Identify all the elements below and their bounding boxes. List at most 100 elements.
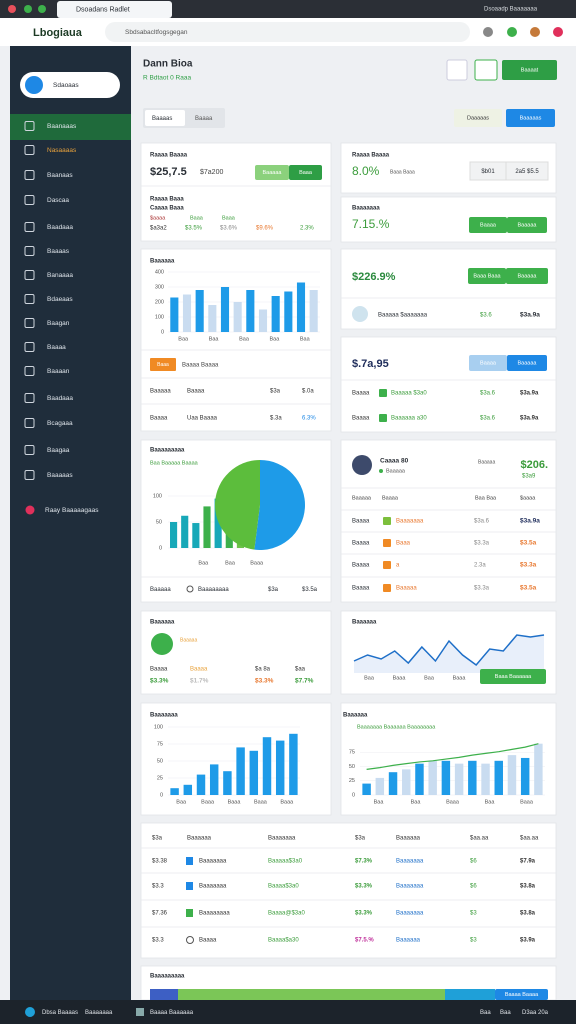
- nav-item[interactable]: Baaaaas: [47, 472, 73, 479]
- button[interactable]: [468, 268, 506, 284]
- button-label[interactable]: Baaa Baaa: [473, 273, 501, 279]
- nav-item[interactable]: Baaaan: [47, 368, 70, 375]
- button[interactable]: [454, 109, 502, 127]
- button-label[interactable]: Baaaaa: [518, 273, 538, 279]
- label: $3a.9a: [520, 312, 540, 319]
- y-tick-label: 300: [155, 284, 164, 290]
- label: $7.7%: [295, 678, 314, 685]
- button-label[interactable]: Baaa Baaaaaa: [495, 674, 532, 680]
- table-cell: $6: [470, 884, 477, 890]
- label: Raaaa Baaaa: [352, 153, 390, 159]
- nav-item[interactable]: Baadaaa: [47, 224, 73, 231]
- button-label[interactable]: Baaaat: [521, 67, 539, 73]
- button-label[interactable]: Daaaaas: [467, 115, 489, 121]
- nav-footer-icon: [25, 505, 35, 515]
- button[interactable]: [507, 217, 547, 233]
- pie-slice: [215, 460, 260, 550]
- bar: [208, 305, 217, 332]
- button-label[interactable]: Baaa: [299, 170, 313, 176]
- button-label[interactable]: Baaaa: [480, 360, 497, 366]
- x-tick-label: Baa: [176, 799, 187, 805]
- nav-item[interactable]: Baagaa: [47, 447, 70, 454]
- nav-item[interactable]: Bdaeaas: [47, 296, 73, 303]
- bar: [275, 740, 285, 795]
- button[interactable]: [469, 355, 507, 371]
- label: Baaaaa: [180, 637, 197, 643]
- nav-item[interactable]: Baanaas: [47, 172, 73, 179]
- label: Caaaa 80: [380, 458, 409, 465]
- label: $3a.6: [474, 519, 490, 525]
- icon-button[interactable]: [474, 59, 498, 81]
- y-tick-label: 100: [153, 493, 162, 499]
- button[interactable]: [507, 355, 547, 371]
- bar: [220, 287, 230, 332]
- column-header: Baaaaaaa: [268, 836, 296, 842]
- card-title: Baaaaaa: [150, 259, 175, 265]
- kpi-value: $226.9%: [352, 271, 396, 283]
- radio: [186, 585, 194, 593]
- row-cell: Baaaa: [150, 416, 168, 422]
- tab-label[interactable]: Baaaa: [195, 116, 213, 122]
- status-icon: [383, 517, 391, 525]
- kpi-value: 7.15.%: [352, 217, 390, 231]
- column-header: $3a: [355, 836, 366, 842]
- nav-item[interactable]: Baaaa: [47, 344, 66, 351]
- nav-item[interactable]: Bcagaaa: [47, 420, 73, 427]
- nav-icon: [24, 145, 35, 155]
- table-cell: $3: [470, 938, 477, 944]
- nav-item[interactable]: Dascaa: [47, 197, 69, 204]
- y-tick-label: 0: [161, 329, 164, 335]
- bar: [289, 733, 298, 795]
- button[interactable]: [255, 165, 289, 180]
- pie-slice: [254, 460, 306, 550]
- button-label[interactable]: Baaaaa: [263, 170, 283, 176]
- task-icon: [136, 1008, 144, 1016]
- card-title: Baaaaaaaaa: [150, 448, 185, 454]
- nav-item[interactable]: Baaaas: [47, 248, 70, 255]
- taskbar: [0, 1000, 576, 1024]
- nav-item[interactable]: Baadaaa: [47, 395, 73, 402]
- url-box[interactable]: [105, 22, 470, 42]
- button[interactable]: [495, 989, 548, 1000]
- label: Baaaa: [382, 495, 399, 501]
- x-tick-label: Baa: [270, 336, 281, 342]
- label: Baaaa: [352, 586, 370, 592]
- button[interactable]: [469, 217, 507, 233]
- button-label[interactable]: Baaaaas: [520, 115, 542, 121]
- label: Baaaaa: [386, 468, 406, 474]
- nav-active: [10, 114, 131, 140]
- label: Baaaa: [190, 667, 208, 673]
- tab-label[interactable]: Baaaas: [152, 116, 172, 122]
- nav-item[interactable]: Banaaaa: [47, 272, 73, 279]
- table-cell: $3.3%: [355, 911, 373, 917]
- button[interactable]: [289, 165, 322, 180]
- nav-icon: [24, 470, 35, 480]
- label: Baaaaaa a30: [391, 416, 427, 422]
- tab[interactable]: [57, 1, 172, 18]
- button[interactable]: [480, 669, 546, 684]
- button[interactable]: [502, 60, 557, 80]
- x-tick-label: Baa: [300, 336, 311, 342]
- column-header: $aa.aa: [470, 836, 489, 842]
- button[interactable]: [506, 109, 555, 127]
- badge: [150, 358, 176, 371]
- url[interactable]: Sbdsabacltfogsgegan: [125, 29, 188, 36]
- button[interactable]: [506, 268, 548, 284]
- bar: [246, 290, 255, 332]
- nav-item[interactable]: Baagan: [47, 320, 70, 327]
- bar: [170, 788, 179, 795]
- bar: [203, 506, 211, 548]
- nav-item[interactable]: Nasaaaas: [47, 147, 77, 154]
- nav-footer[interactable]: Raay Baaaaagaas: [45, 507, 99, 514]
- button-label[interactable]: Baaaa: [480, 222, 497, 228]
- label: Baaaa: [352, 416, 370, 422]
- nav-item[interactable]: Baanaaas: [47, 123, 77, 130]
- profile-pill[interactable]: [20, 72, 120, 98]
- tab-title[interactable]: Dsoadans Radlet: [76, 6, 130, 13]
- button-label[interactable]: Baaaaa: [518, 222, 538, 228]
- button-label[interactable]: Baaaaa: [518, 360, 538, 366]
- progress: [150, 989, 178, 1000]
- icon-button[interactable]: [446, 59, 468, 81]
- button-label[interactable]: Baaaa Baaaa: [505, 992, 539, 998]
